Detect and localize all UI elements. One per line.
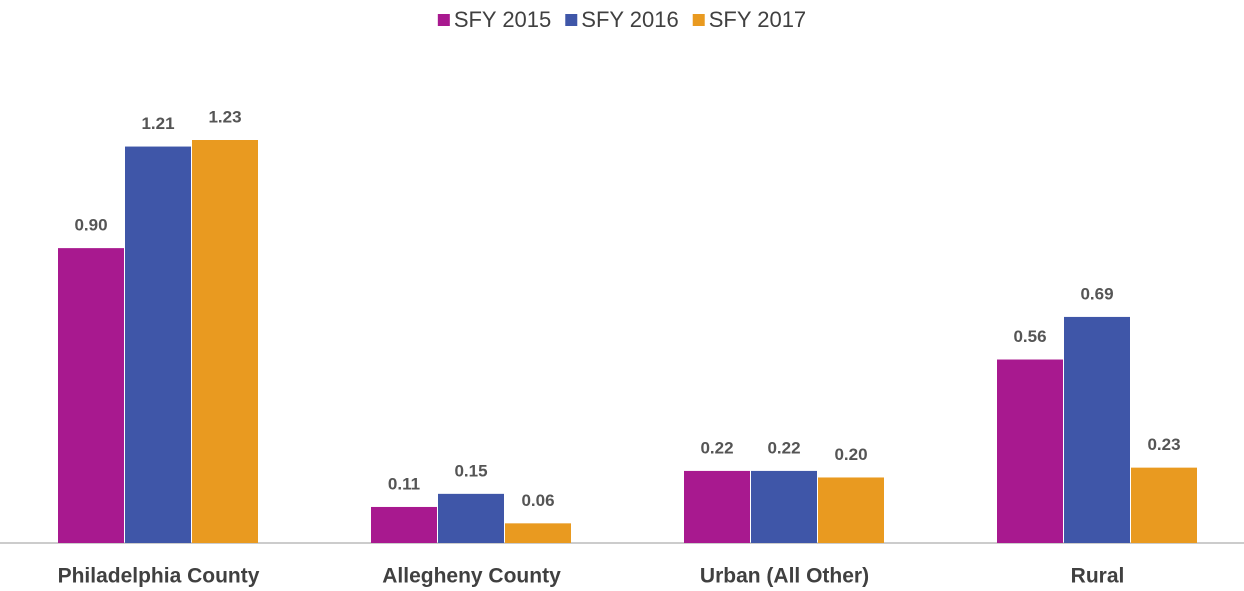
x-tick-label: Rural — [1071, 565, 1125, 588]
bar — [1131, 467, 1197, 543]
bar — [1064, 316, 1130, 543]
bar — [438, 493, 504, 543]
data-label: 0.23 — [1147, 435, 1180, 454]
data-label: 0.22 — [700, 438, 733, 457]
data-label: 1.21 — [141, 114, 174, 133]
legend-swatch — [437, 14, 450, 26]
data-label: 0.69 — [1080, 284, 1113, 303]
data-label: 0.22 — [767, 438, 800, 457]
legend-swatch — [692, 14, 705, 26]
data-label: 0.20 — [834, 445, 867, 464]
bar — [505, 523, 571, 543]
legend-label: SFY 2016 — [581, 7, 678, 32]
bar — [818, 477, 884, 543]
x-tick-label: Urban (All Other) — [700, 565, 869, 588]
bar — [125, 146, 191, 543]
data-label: 0.11 — [388, 474, 420, 493]
x-tick-label: Allegheny County — [382, 565, 561, 588]
data-label: 0.15 — [454, 461, 487, 480]
x-tick-label: Philadelphia County — [58, 565, 260, 588]
bar — [192, 140, 258, 543]
legend-label: SFY 2015 — [454, 7, 551, 32]
bar — [751, 470, 817, 543]
bar — [371, 506, 437, 543]
bar — [684, 470, 750, 543]
data-label: 0.56 — [1013, 327, 1046, 346]
data-label: 1.23 — [208, 107, 241, 126]
bar — [58, 248, 124, 543]
data-label: 0.06 — [521, 491, 554, 510]
legend-label: SFY 2017 — [709, 7, 806, 32]
bar — [997, 359, 1063, 543]
data-label: 0.90 — [74, 216, 107, 235]
legend-swatch — [565, 14, 578, 26]
